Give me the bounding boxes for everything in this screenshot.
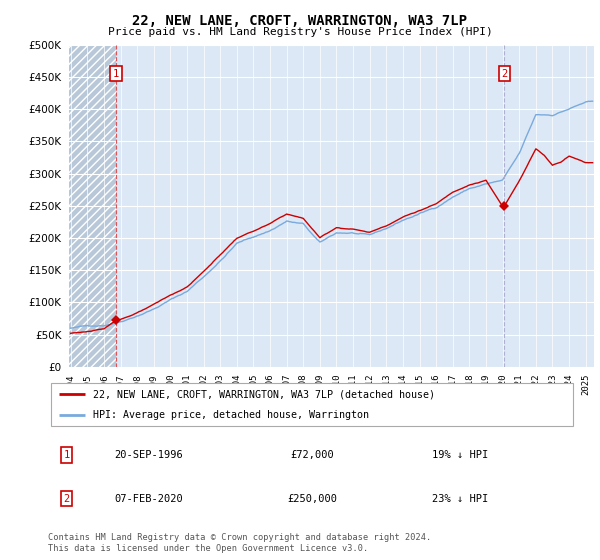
Text: 1: 1 [64,450,70,460]
Text: £72,000: £72,000 [290,450,334,460]
Text: 19% ↓ HPI: 19% ↓ HPI [432,450,488,460]
Text: 1: 1 [113,69,119,79]
Text: HPI: Average price, detached house, Warrington: HPI: Average price, detached house, Warr… [93,410,369,420]
FancyBboxPatch shape [50,383,574,426]
Text: 20-SEP-1996: 20-SEP-1996 [114,450,182,460]
Text: 2: 2 [501,69,508,79]
Text: £250,000: £250,000 [287,494,337,504]
Text: 23% ↓ HPI: 23% ↓ HPI [432,494,488,504]
Text: Contains HM Land Registry data © Crown copyright and database right 2024.
This d: Contains HM Land Registry data © Crown c… [48,533,431,553]
Bar [69,45,116,367]
Text: 2: 2 [64,494,70,504]
Text: 07-FEB-2020: 07-FEB-2020 [114,494,182,504]
Text: 22, NEW LANE, CROFT, WARRINGTON, WA3 7LP (detached house): 22, NEW LANE, CROFT, WARRINGTON, WA3 7LP… [93,389,435,399]
Text: Price paid vs. HM Land Registry's House Price Index (HPI): Price paid vs. HM Land Registry's House … [107,27,493,37]
Text: 22, NEW LANE, CROFT, WARRINGTON, WA3 7LP: 22, NEW LANE, CROFT, WARRINGTON, WA3 7LP [133,14,467,28]
